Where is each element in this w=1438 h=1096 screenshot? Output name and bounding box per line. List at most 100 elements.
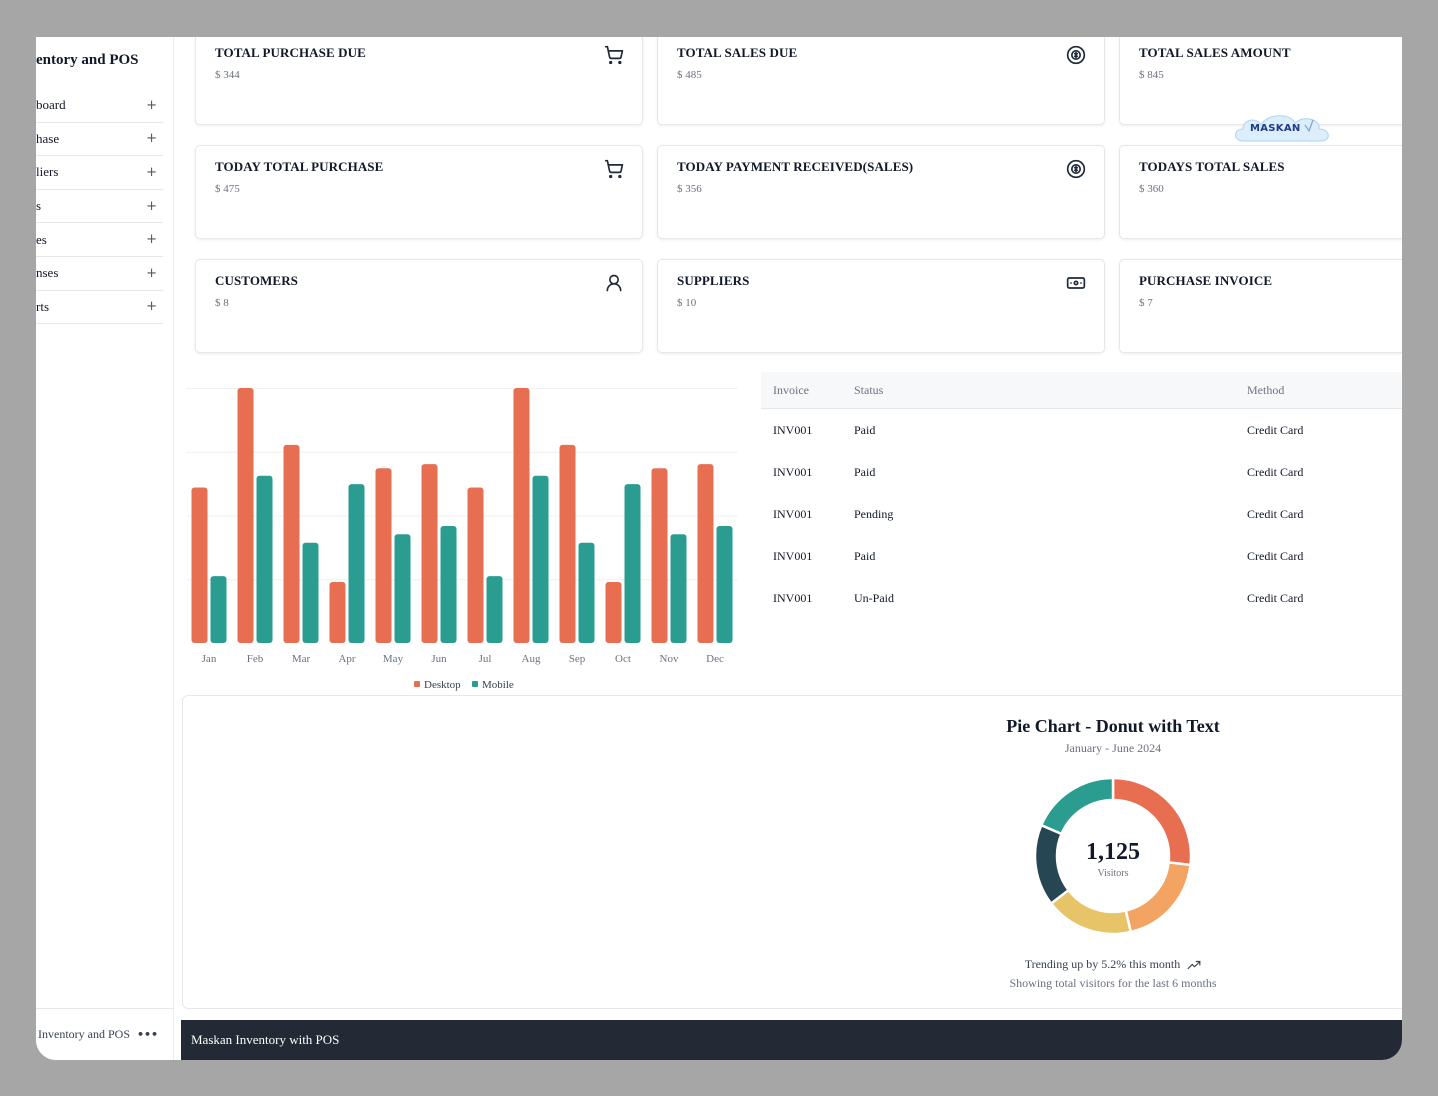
sidebar-item-label: es <box>36 231 47 247</box>
donut-chart-title: Pie Chart - Donut with Text <box>1006 716 1220 736</box>
table-row[interactable]: INV001 Un-Paid Credit Card <box>761 577 1402 619</box>
card-value: $ 344 <box>215 69 240 81</box>
bar-mobile-may[interactable] <box>394 534 411 643</box>
app-title: entory and POS <box>36 52 139 68</box>
sidebar-item-label: rts <box>36 298 49 314</box>
bar-mobile-apr[interactable] <box>348 484 365 643</box>
sidebar-item-dashboard[interactable]: board + <box>36 89 163 123</box>
expand-plus-icon[interactable]: + <box>146 265 157 281</box>
cart-icon <box>604 159 624 179</box>
donut-slice-other[interactable] <box>1039 776 1115 836</box>
card-title: TOTAL SALES DUE <box>677 45 798 60</box>
bar-desktop-nov[interactable] <box>651 468 668 643</box>
card-title: TODAYS TOTAL SALES <box>1139 159 1285 174</box>
sidebar-footer-label: Inventory and POS <box>38 1027 130 1041</box>
sidebar-nav: board + hase + liers + s + es + nses + rts + <box>36 89 163 325</box>
bar-mobile-jan[interactable] <box>210 576 227 643</box>
column-header-method[interactable]: Method <box>1247 383 1285 397</box>
table-row[interactable]: INV001 Paid Credit Card <box>761 451 1402 493</box>
trend-label: Trending up by 5.2% this month <box>1024 957 1181 971</box>
trending-up-icon <box>1187 961 1201 970</box>
donut-total: 1,125 <box>1086 839 1140 865</box>
cell-status: Un-Paid <box>854 591 894 605</box>
card-title: TODAY PAYMENT RECEIVED(SALES) <box>677 159 914 174</box>
card-title: PURCHASE INVOICE <box>1139 273 1273 288</box>
dollar-circle-icon <box>1066 45 1086 65</box>
watermark-text: MASKAN <box>1250 123 1301 134</box>
donut-chart: 1,125 Visitors <box>1033 776 1193 936</box>
card-total-sales-due: TOTAL SALES DUE $ 485 <box>657 37 1105 125</box>
bar-mobile-nov[interactable] <box>670 534 687 643</box>
sidebar-item-expenses[interactable]: nses + <box>36 257 163 291</box>
expand-plus-icon[interactable]: + <box>146 299 157 315</box>
app-screen: entory and POS board + hase + liers + s + es… <box>36 37 1402 1060</box>
bar-desktop-apr[interactable] <box>329 582 346 643</box>
expand-plus-icon[interactable]: + <box>146 131 157 147</box>
bar-mobile-dec[interactable] <box>716 526 733 643</box>
donut-footnote: Showing total visitors for the last 6 mo… <box>1009 976 1217 990</box>
donut-slice-edge[interactable] <box>1033 823 1071 906</box>
x-tick-label: Apr <box>338 653 355 665</box>
cell-invoice: INV001 <box>773 591 813 605</box>
donut-slice-safari[interactable] <box>1124 861 1192 934</box>
x-tick-label: Dec <box>706 653 724 665</box>
sidebar-footer[interactable]: Inventory and POS ••• <box>36 1008 173 1060</box>
table-row[interactable]: INV001 Paid Credit Card <box>761 535 1402 577</box>
cell-invoice: INV001 <box>773 465 813 479</box>
card-total-purchase-due: TOTAL PURCHASE DUE $ 344 <box>195 37 643 125</box>
cell-status: Paid <box>854 549 876 563</box>
bar-desktop-jan[interactable] <box>191 487 208 644</box>
table-row[interactable]: INV001 Paid Credit Card <box>761 409 1402 451</box>
cell-invoice: INV001 <box>773 423 813 437</box>
bar-mobile-mar[interactable] <box>302 542 319 643</box>
maskan-watermark-logo: MASKAN <box>1231 105 1337 153</box>
legend-swatch-mobile <box>472 681 478 687</box>
bar-mobile-jul[interactable] <box>486 576 503 643</box>
bar-mobile-jun[interactable] <box>440 526 457 643</box>
expand-plus-icon[interactable]: + <box>146 232 157 248</box>
bar-mobile-sep[interactable] <box>578 542 595 643</box>
bar-desktop-jun[interactable] <box>421 464 438 643</box>
legend-label-desktop: Desktop <box>424 679 461 691</box>
card-value: $ 7 <box>1139 297 1153 309</box>
sidebar-item-invoices[interactable]: es + <box>36 223 163 257</box>
x-tick-label: Feb <box>247 653 264 665</box>
column-header-status[interactable]: Status <box>854 383 884 397</box>
donut-slice-firefox[interactable] <box>1049 888 1133 936</box>
x-tick-label: Nov <box>660 653 679 665</box>
bar-desktop-aug[interactable] <box>513 388 530 643</box>
invoice-table: Invoice Status Method INV001 Paid Credit… <box>761 372 1402 617</box>
card-title: TODAY TOTAL PURCHASE <box>215 159 384 174</box>
bar-desktop-sep[interactable] <box>559 444 576 643</box>
bar-mobile-oct[interactable] <box>624 484 641 643</box>
sidebar: entory and POS board + hase + liers + s + es… <box>36 37 174 1060</box>
bar-desktop-jul[interactable] <box>467 487 484 644</box>
donut-total-label: Visitors <box>1097 868 1128 879</box>
cell-invoice: INV001 <box>773 549 813 563</box>
cell-status: Paid <box>854 465 876 479</box>
sidebar-item-reports[interactable]: rts + <box>36 291 163 325</box>
expand-plus-icon[interactable]: + <box>146 97 157 113</box>
more-dots-icon[interactable]: ••• <box>137 1028 159 1041</box>
card-title: TOTAL SALES AMOUNT <box>1139 45 1291 60</box>
bar-desktop-oct[interactable] <box>605 582 622 643</box>
expand-plus-icon[interactable]: + <box>146 198 157 214</box>
bar-mobile-aug[interactable] <box>532 475 549 643</box>
bar-desktop-mar[interactable] <box>283 444 300 643</box>
bar-desktop-dec[interactable] <box>697 464 714 643</box>
expand-plus-icon[interactable]: + <box>146 164 157 180</box>
sidebar-item-purchase[interactable]: hase + <box>36 123 163 157</box>
card-todays-total-sales: TODAYS TOTAL SALES $ 360 <box>1119 145 1402 239</box>
sidebar-item-suppliers[interactable]: liers + <box>36 156 163 190</box>
user-icon <box>606 274 622 292</box>
sidebar-item-sales[interactable]: s + <box>36 190 163 224</box>
column-header-invoice[interactable]: Invoice <box>773 383 809 397</box>
legend-label-mobile: Mobile <box>482 679 514 691</box>
card-value: $ 485 <box>677 69 702 81</box>
card-today-payment-received: TODAY PAYMENT RECEIVED(SALES) $ 356 <box>657 145 1105 239</box>
bar-desktop-feb[interactable] <box>237 388 254 643</box>
bar-desktop-may[interactable] <box>375 468 392 643</box>
bar-mobile-feb[interactable] <box>256 475 273 643</box>
table-row[interactable]: INV001 Pending Credit Card <box>761 493 1402 535</box>
